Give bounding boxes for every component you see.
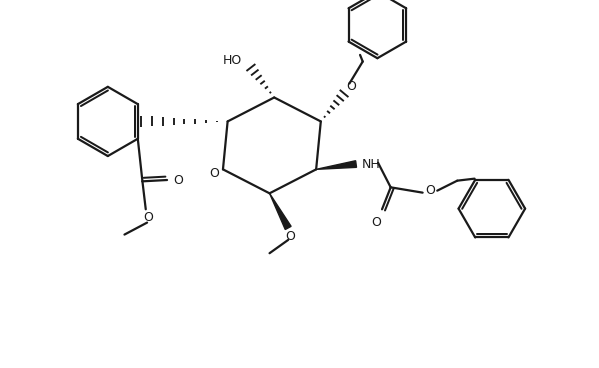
- Text: O: O: [285, 230, 295, 243]
- Text: O: O: [210, 167, 219, 180]
- Text: O: O: [346, 80, 356, 93]
- Text: HO: HO: [223, 54, 242, 67]
- Text: O: O: [426, 184, 435, 197]
- Text: O: O: [174, 173, 183, 187]
- Text: O: O: [144, 211, 153, 224]
- Polygon shape: [316, 161, 356, 169]
- Text: O: O: [371, 216, 381, 229]
- Text: NH: NH: [361, 158, 380, 170]
- Polygon shape: [270, 193, 291, 230]
